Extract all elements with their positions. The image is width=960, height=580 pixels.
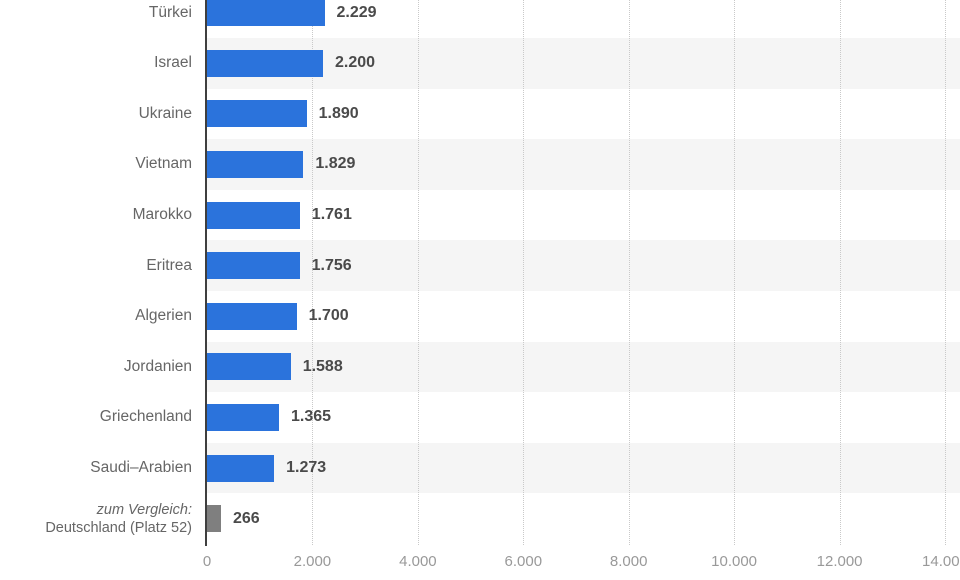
- bar: [207, 353, 291, 381]
- bar: [207, 454, 275, 482]
- chart-row: Saudi–Arabien 1.273: [0, 442, 960, 494]
- chart-row: Eritrea 1.756: [0, 240, 960, 291]
- comparison-category-name: Deutschland (Platz 52): [45, 519, 192, 536]
- x-axis-tick-label: 0: [202, 553, 212, 570]
- x-axis-tick-label: 10.000: [711, 553, 758, 570]
- row-plot-area: 266: [207, 493, 960, 544]
- x-axis-tick-labels: 0 2.000 4.000 6.000 8.000 10.000 12.000 14.000: [0, 551, 960, 577]
- category-label: Algerien: [0, 290, 207, 342]
- value-label: 266: [233, 509, 260, 527]
- row-plot-area: 2.200: [207, 38, 960, 89]
- row-plot-area: 1.588: [207, 341, 960, 393]
- bar: [207, 403, 279, 431]
- value-label: 1.365: [291, 408, 332, 426]
- value-label: 1.700: [308, 307, 349, 325]
- x-axis-tick-label: 4.000: [399, 553, 437, 570]
- value-label: 1.273: [286, 459, 327, 477]
- bar: [207, 252, 300, 280]
- chart-row: Vietnam 1.829: [0, 139, 960, 190]
- value-label: 1.588: [302, 357, 343, 375]
- x-axis-tick-label: 6.000: [504, 553, 543, 570]
- chart-row: Marokko 1.761: [0, 189, 960, 241]
- y-axis-line: [205, 0, 207, 546]
- comparison-prefix-label: zum Vergleich:: [96, 501, 192, 518]
- chart-row: Ukraine 1.890: [0, 88, 960, 140]
- chart-row: Türkei 2.229: [0, 0, 960, 38]
- bar: [207, 0, 325, 27]
- comparison-bar: [207, 505, 221, 533]
- value-label: 1.756: [311, 256, 352, 274]
- bar: [207, 201, 300, 229]
- row-plot-area: 1.756: [207, 240, 960, 291]
- bar: [207, 150, 304, 178]
- category-label: Türkei: [0, 0, 207, 38]
- value-label: 1.829: [315, 155, 356, 173]
- category-label: Saudi–Arabien: [0, 442, 207, 494]
- row-plot-area: 2.229: [207, 0, 960, 38]
- value-label: 1.761: [311, 206, 352, 224]
- category-label: Jordanien: [0, 341, 207, 393]
- category-label: Eritrea: [0, 240, 207, 291]
- category-label: Israel: [0, 38, 207, 89]
- row-plot-area: 1.273: [207, 442, 960, 494]
- category-label: Vietnam: [0, 139, 207, 190]
- category-label: zum Vergleich: Deutschland (Platz 52): [0, 493, 207, 544]
- chart-row: Griechenland 1.365: [0, 392, 960, 443]
- value-label: 2.229: [336, 3, 377, 21]
- category-label: Ukraine: [0, 88, 207, 140]
- category-label: Griechenland: [0, 392, 207, 443]
- bar: [207, 100, 307, 128]
- row-plot-area: 1.700: [207, 291, 960, 342]
- plot-rows: Türkei 2.229 Israel 2.200 Ukraine 1.890 Vietna…: [0, 0, 960, 544]
- x-axis-tick-label: 14.000: [922, 553, 960, 570]
- chart-row: Algerien 1.700: [0, 290, 960, 342]
- chart-row: Jordanien 1.588: [0, 341, 960, 393]
- chart-row: zum Vergleich: Deutschland (Platz 52) 266: [0, 493, 960, 544]
- chart-row: Israel 2.200: [0, 38, 960, 89]
- x-axis-tick-label: 12.000: [816, 553, 863, 570]
- row-plot-area: 1.890: [207, 89, 960, 140]
- bar: [207, 49, 323, 77]
- category-label: Marokko: [0, 189, 207, 241]
- x-axis-tick-label: 2.000: [293, 553, 332, 570]
- value-label: 1.890: [318, 104, 359, 122]
- row-plot-area: 1.761: [207, 190, 960, 241]
- bar: [207, 302, 297, 330]
- x-axis-tick-label: 8.000: [609, 553, 648, 570]
- value-label: 2.200: [335, 54, 376, 72]
- row-plot-area: 1.365: [207, 392, 960, 443]
- row-plot-area: 1.829: [207, 139, 960, 190]
